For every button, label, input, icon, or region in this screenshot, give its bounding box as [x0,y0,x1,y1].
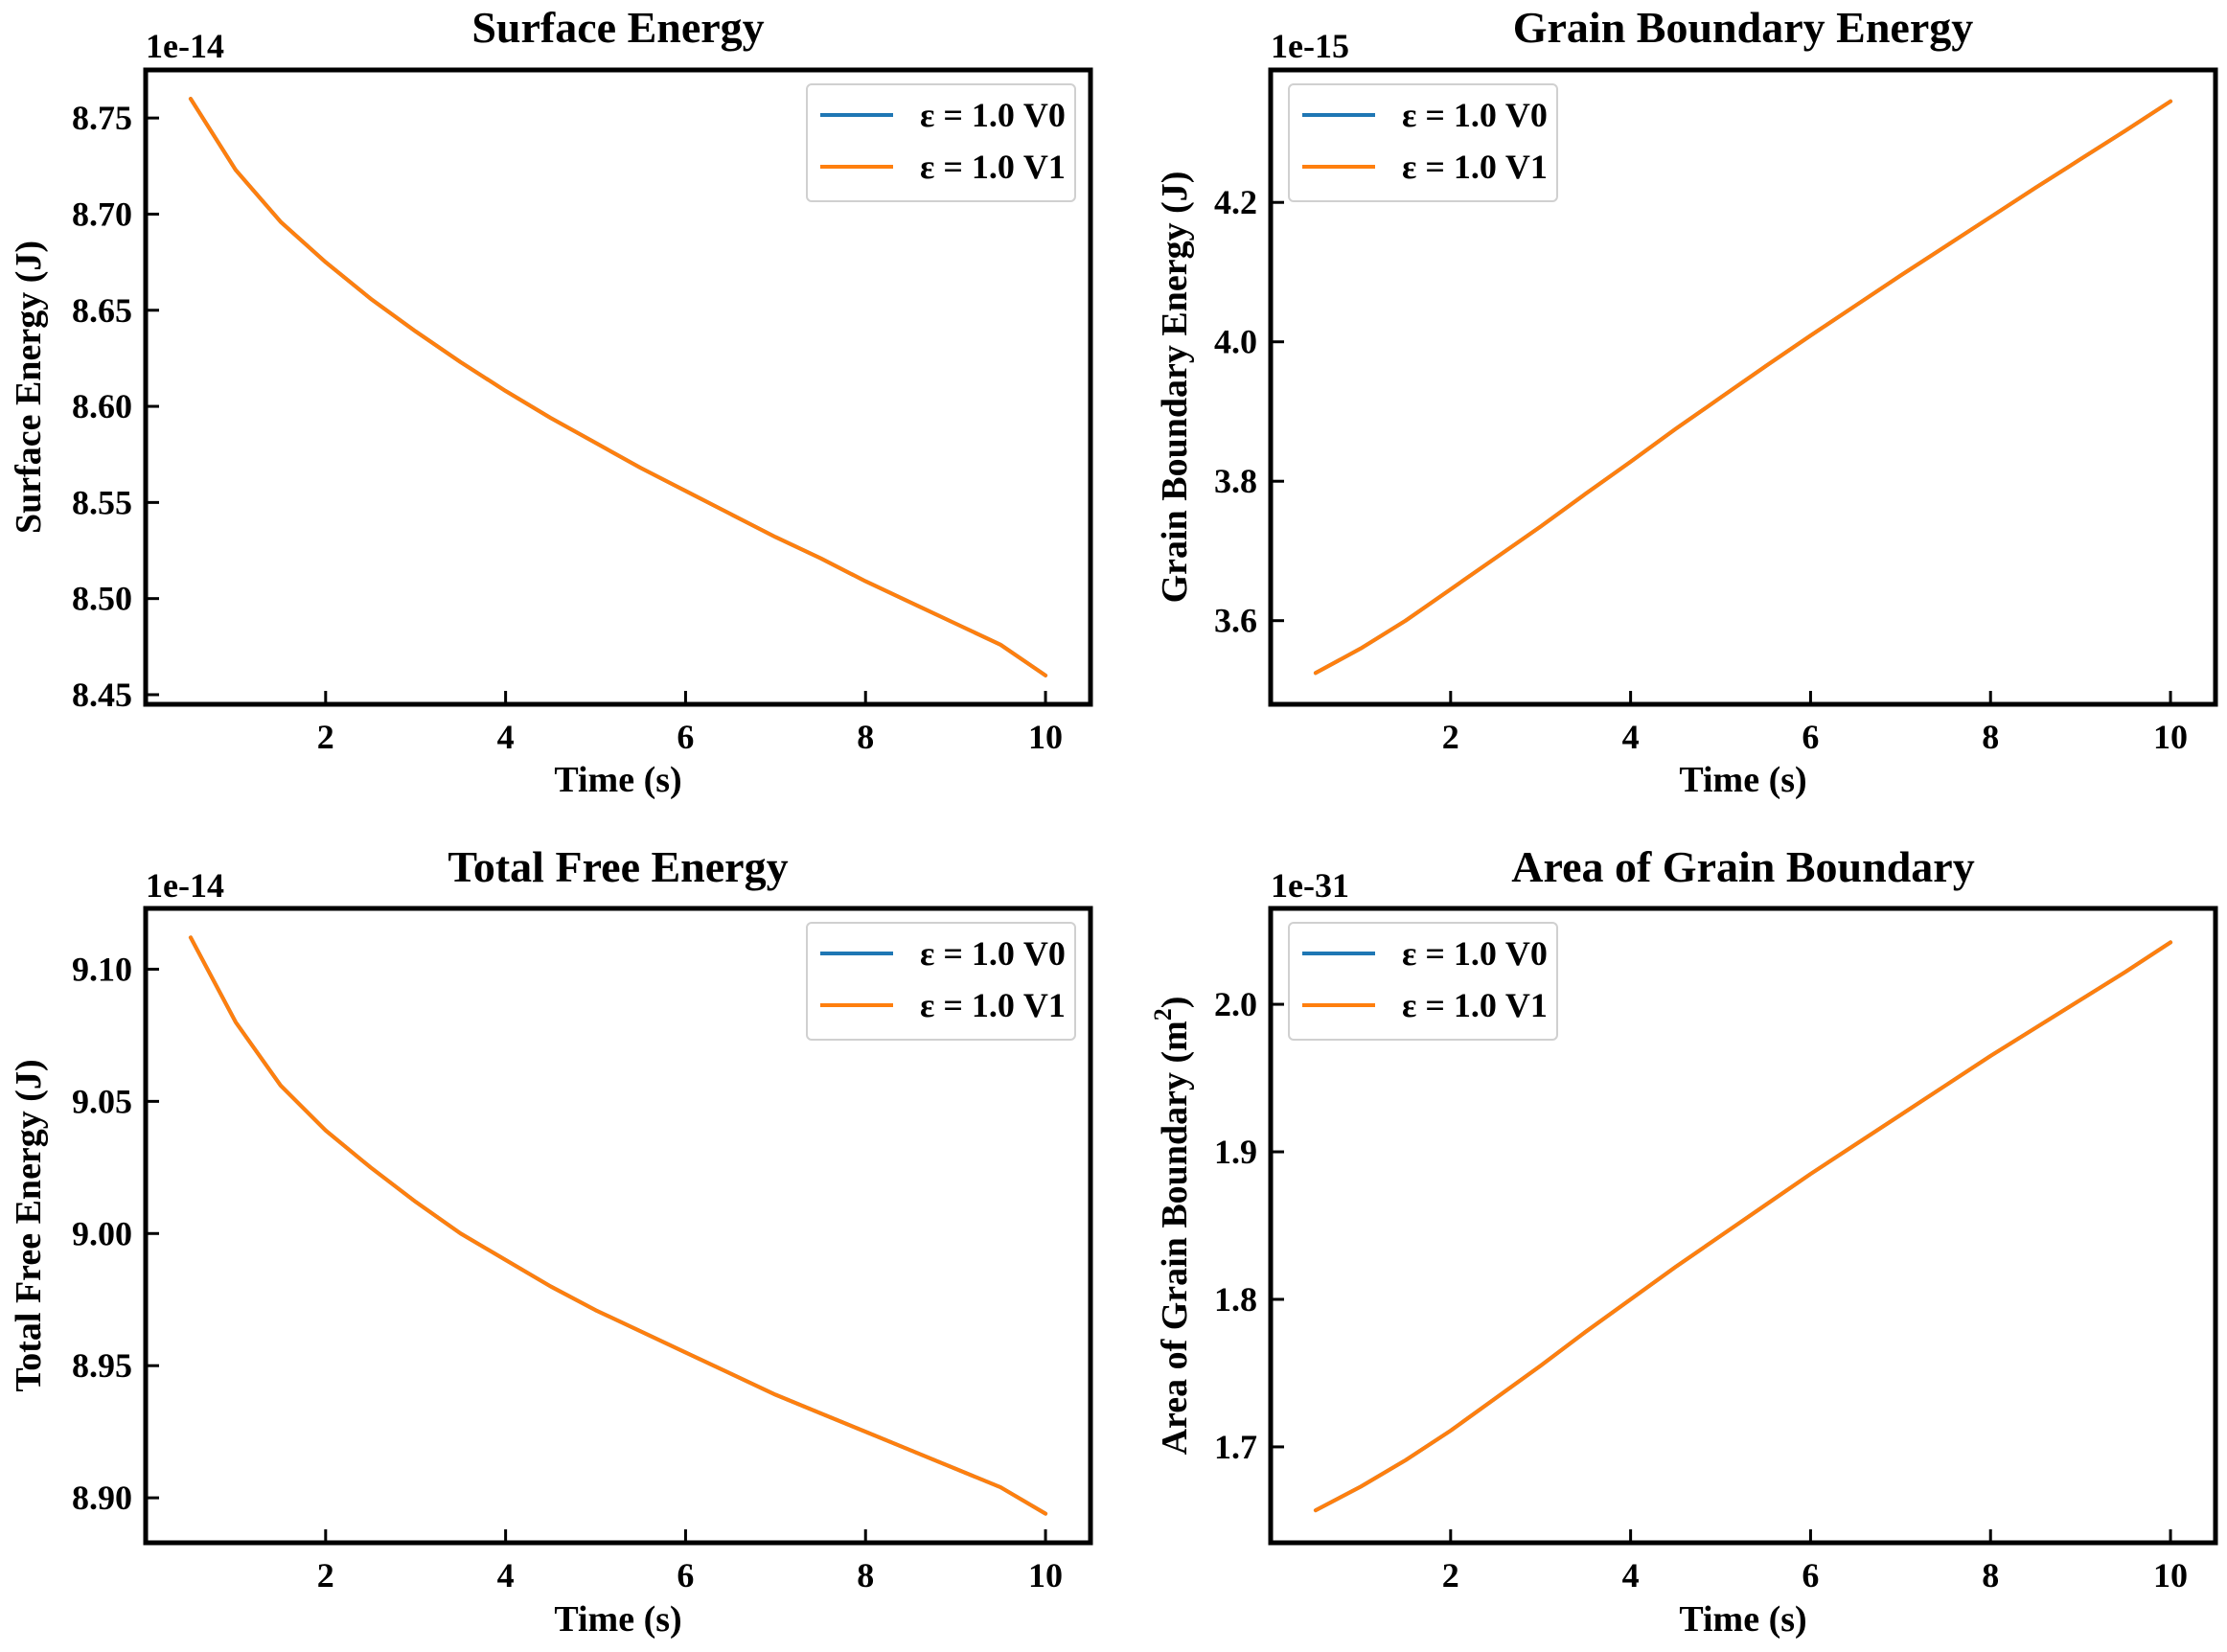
x-tick-label: 6 [1802,1556,1819,1595]
axes-frame [143,906,1093,1546]
legend: ε = 1.0 V0 ε = 1.0 V1 [1288,83,1558,202]
y-tick-label: 8.60 [72,387,132,425]
plot-area: 2 4 6 8 10 8.45 8.50 8.55 8.60 8.65 8.70 8.75 ε = 1.… [72,67,1093,756]
y-tick-label: 8.70 [72,195,132,233]
x-tick-label: 2 [317,718,334,756]
legend-label-0: ε = 1.0 V0 [1402,96,1548,134]
x-axis-label: Time (s) [554,1599,681,1640]
x-tick-label: 4 [497,718,515,756]
y-tick-label: 8.65 [72,291,132,330]
y-tick-label: 8.75 [72,99,132,137]
chart-title: Total Free Energy [448,842,788,891]
x-tick-label: 10 [2153,1556,2188,1595]
legend-label-1: ε = 1.0 V1 [920,986,1066,1024]
y-tick-label: 4.2 [1214,183,1257,221]
y-axis-label-suffix: ) [1155,997,1195,1009]
offset-text: 1e-14 [146,866,224,905]
axes-frame [1268,906,2218,1546]
y-tick-label: 1.9 [1214,1133,1257,1171]
series-group [188,935,1048,1516]
y-tick-label: 9.05 [72,1082,132,1120]
y-tick-label: 1.7 [1214,1428,1257,1466]
legend-label-1: ε = 1.0 V1 [920,148,1066,186]
x-tick-label: 8 [1982,1556,1999,1595]
x-tick-label: 10 [1028,718,1063,756]
x-tick-label: 2 [1442,718,1459,756]
offset-text: 1e-31 [1271,866,1349,905]
y-tick-label: 8.95 [72,1346,132,1385]
legend-label-1: ε = 1.0 V1 [1402,986,1548,1024]
y-tick-label: 8.90 [72,1479,132,1517]
series-line-1 [1313,940,2173,1513]
x-tick-label: 10 [2153,718,2188,756]
axes-frame [143,67,1093,707]
legend-label-1: ε = 1.0 V1 [1402,148,1548,186]
x-tick-label: 8 [1982,718,1999,756]
y-tick-label: 8.50 [72,580,132,618]
x-axis-label: Time (s) [1679,760,1806,800]
x-tick-label: 4 [1622,718,1640,756]
y-tick-label: 4.0 [1214,323,1257,361]
y-tick-label: 2.0 [1214,985,1257,1023]
x-axis-label: Time (s) [554,760,681,800]
y-axis-label: Area of Grain Boundary (m2) [1149,997,1195,1456]
offset-text: 1e-15 [1271,27,1349,65]
legend: ε = 1.0 V0 ε = 1.0 V1 [1288,922,1558,1041]
y-tick-label: 3.8 [1214,462,1257,500]
plot-area: 2 4 6 8 108.908.959.009.059.10 ε = 1.0 V0ε = … [72,906,1093,1595]
series-group [1313,99,2173,676]
y-axis-label-main: Area of Grain Boundary (m [1155,1021,1195,1455]
y-tick-label: 3.6 [1214,602,1257,640]
axes-frame [1268,67,2218,707]
x-tick-label: 4 [497,1556,515,1595]
y-tick-label: 1.8 [1214,1280,1257,1319]
x-tick-label: 2 [1442,1556,1459,1595]
plot-area: 2 4 6 8 10 1.7 1.8 1.9 2.0 ε = 1.0 V0 ε = 1.0 V1 [1214,906,2218,1595]
series-group [1313,940,2173,1513]
y-axis-label-superscript: 2 [1149,1008,1177,1021]
y-tick-label: 9.10 [72,950,132,988]
legend: ε = 1.0 V0 ε = 1.0 V1 [806,83,1076,202]
y-axis-label: Grain Boundary Energy (J) [1155,172,1195,604]
legend-label-0: ε = 1.0 V0 [1402,934,1548,973]
y-tick-label: 8.45 [72,676,132,714]
x-tick-label: 8 [857,1556,874,1595]
panel-surface-energy: Surface Energy 1e-14 Surface Energy (J) … [9,3,1093,800]
panel-grain-boundary-energy: Grain Boundary Energy 1e-15 Grain Bounda… [1155,3,2218,800]
x-tick-label: 10 [1028,1556,1063,1595]
series-line-1 [1313,99,2173,676]
legend-label-0: ε = 1.0 V0 [920,934,1066,973]
y-axis-label: Surface Energy (J) [9,241,49,534]
legend: ε = 1.0 V0 ε = 1.0 V1 [806,922,1076,1041]
series-line-1 [188,935,1048,1516]
x-tick-label: 8 [857,718,874,756]
legend-label-0: ε = 1.0 V0 [920,96,1066,134]
chart-title: Surface Energy [471,3,764,52]
chart-title: Grain Boundary Energy [1513,3,1974,52]
y-tick-label: 9.00 [72,1214,132,1252]
x-tick-label: 2 [317,1556,334,1595]
x-tick-label: 6 [677,1556,694,1595]
x-tick-label: 4 [1622,1556,1640,1595]
x-tick-label: 6 [1802,718,1819,756]
plot-area: 2 4 6 8 10 3.6 3.8 4.0 4.2 ε = 1.0 V0 ε = 1.0 V1 [1214,67,2218,756]
x-tick-label: 6 [677,718,694,756]
chart-title: Area of Grain Boundary [1511,842,1974,891]
offset-text: 1e-14 [146,27,224,65]
x-axis-label: Time (s) [1679,1599,1806,1640]
series-group [188,97,1048,677]
y-axis-label: Total Free Energy (J) [9,1059,49,1391]
y-tick-label: 8.55 [72,483,132,521]
panel-total-free-energy: Total Free Energy 1e-14 Total Free Energ… [9,842,1093,1640]
series-line-1 [188,97,1048,677]
panel-area-of-grain-boundary: Area of Grain Boundary 1e-31 Area of Gra… [1149,842,2218,1640]
